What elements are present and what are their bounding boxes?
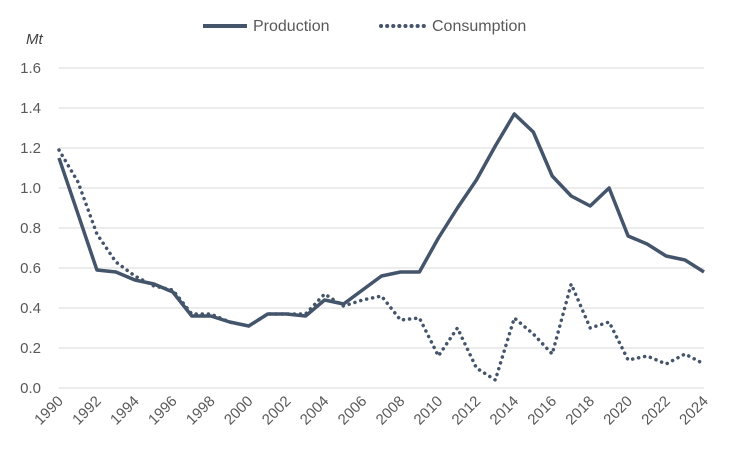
y-tick-label: 1.6	[20, 60, 41, 77]
x-tick-label: 2020	[600, 393, 636, 429]
y-tick-label: 0.0	[20, 380, 41, 397]
y-axis-unit-label: Mt	[26, 31, 43, 48]
x-tick-label: 1990	[31, 393, 67, 429]
x-tick-label: 2008	[373, 393, 409, 429]
legend: Production Consumption	[203, 18, 526, 35]
x-tick-label: 2006	[335, 393, 371, 429]
x-tick-label: 2014	[487, 393, 523, 429]
series-line-production	[57, 112, 705, 328]
x-tick-label: 2012	[449, 393, 485, 429]
grid-lines	[59, 67, 704, 389]
y-axis-ticks: 0.0 0.2 0.4 0.6 0.8 1.0 1.2 1.4 1.6	[20, 60, 41, 397]
legend-label-production: Production	[253, 18, 330, 35]
x-tick-label: 1998	[183, 393, 219, 429]
y-tick-label: 1.2	[20, 140, 41, 157]
x-tick-label: 2010	[411, 393, 447, 429]
y-tick-label: 0.4	[20, 300, 41, 317]
y-tick-label: 0.6	[20, 260, 41, 277]
legend-label-consumption: Consumption	[432, 18, 526, 35]
x-tick-label: 1994	[107, 393, 143, 429]
x-tick-label: 2022	[638, 393, 674, 429]
x-axis-ticks: 1990 1992 1994 1996 1998 2000 2002 2004 2006 2008…	[31, 393, 712, 429]
series-lines	[57, 112, 706, 382]
y-tick-label: 1.4	[20, 100, 41, 117]
x-tick-label: 2016	[524, 393, 560, 429]
y-tick-label: 0.2	[20, 340, 41, 357]
x-tick-label: 2002	[259, 393, 295, 429]
x-tick-label: 2004	[297, 393, 333, 429]
x-tick-label: 1992	[69, 393, 105, 429]
x-tick-label: 2000	[221, 393, 257, 429]
y-tick-label: 1.0	[20, 180, 41, 197]
x-tick-label: 1996	[145, 393, 181, 429]
x-tick-label: 2018	[562, 393, 598, 429]
y-tick-label: 0.8	[20, 220, 41, 237]
series-line-consumption	[57, 148, 706, 382]
x-tick-label: 2024	[676, 393, 712, 429]
